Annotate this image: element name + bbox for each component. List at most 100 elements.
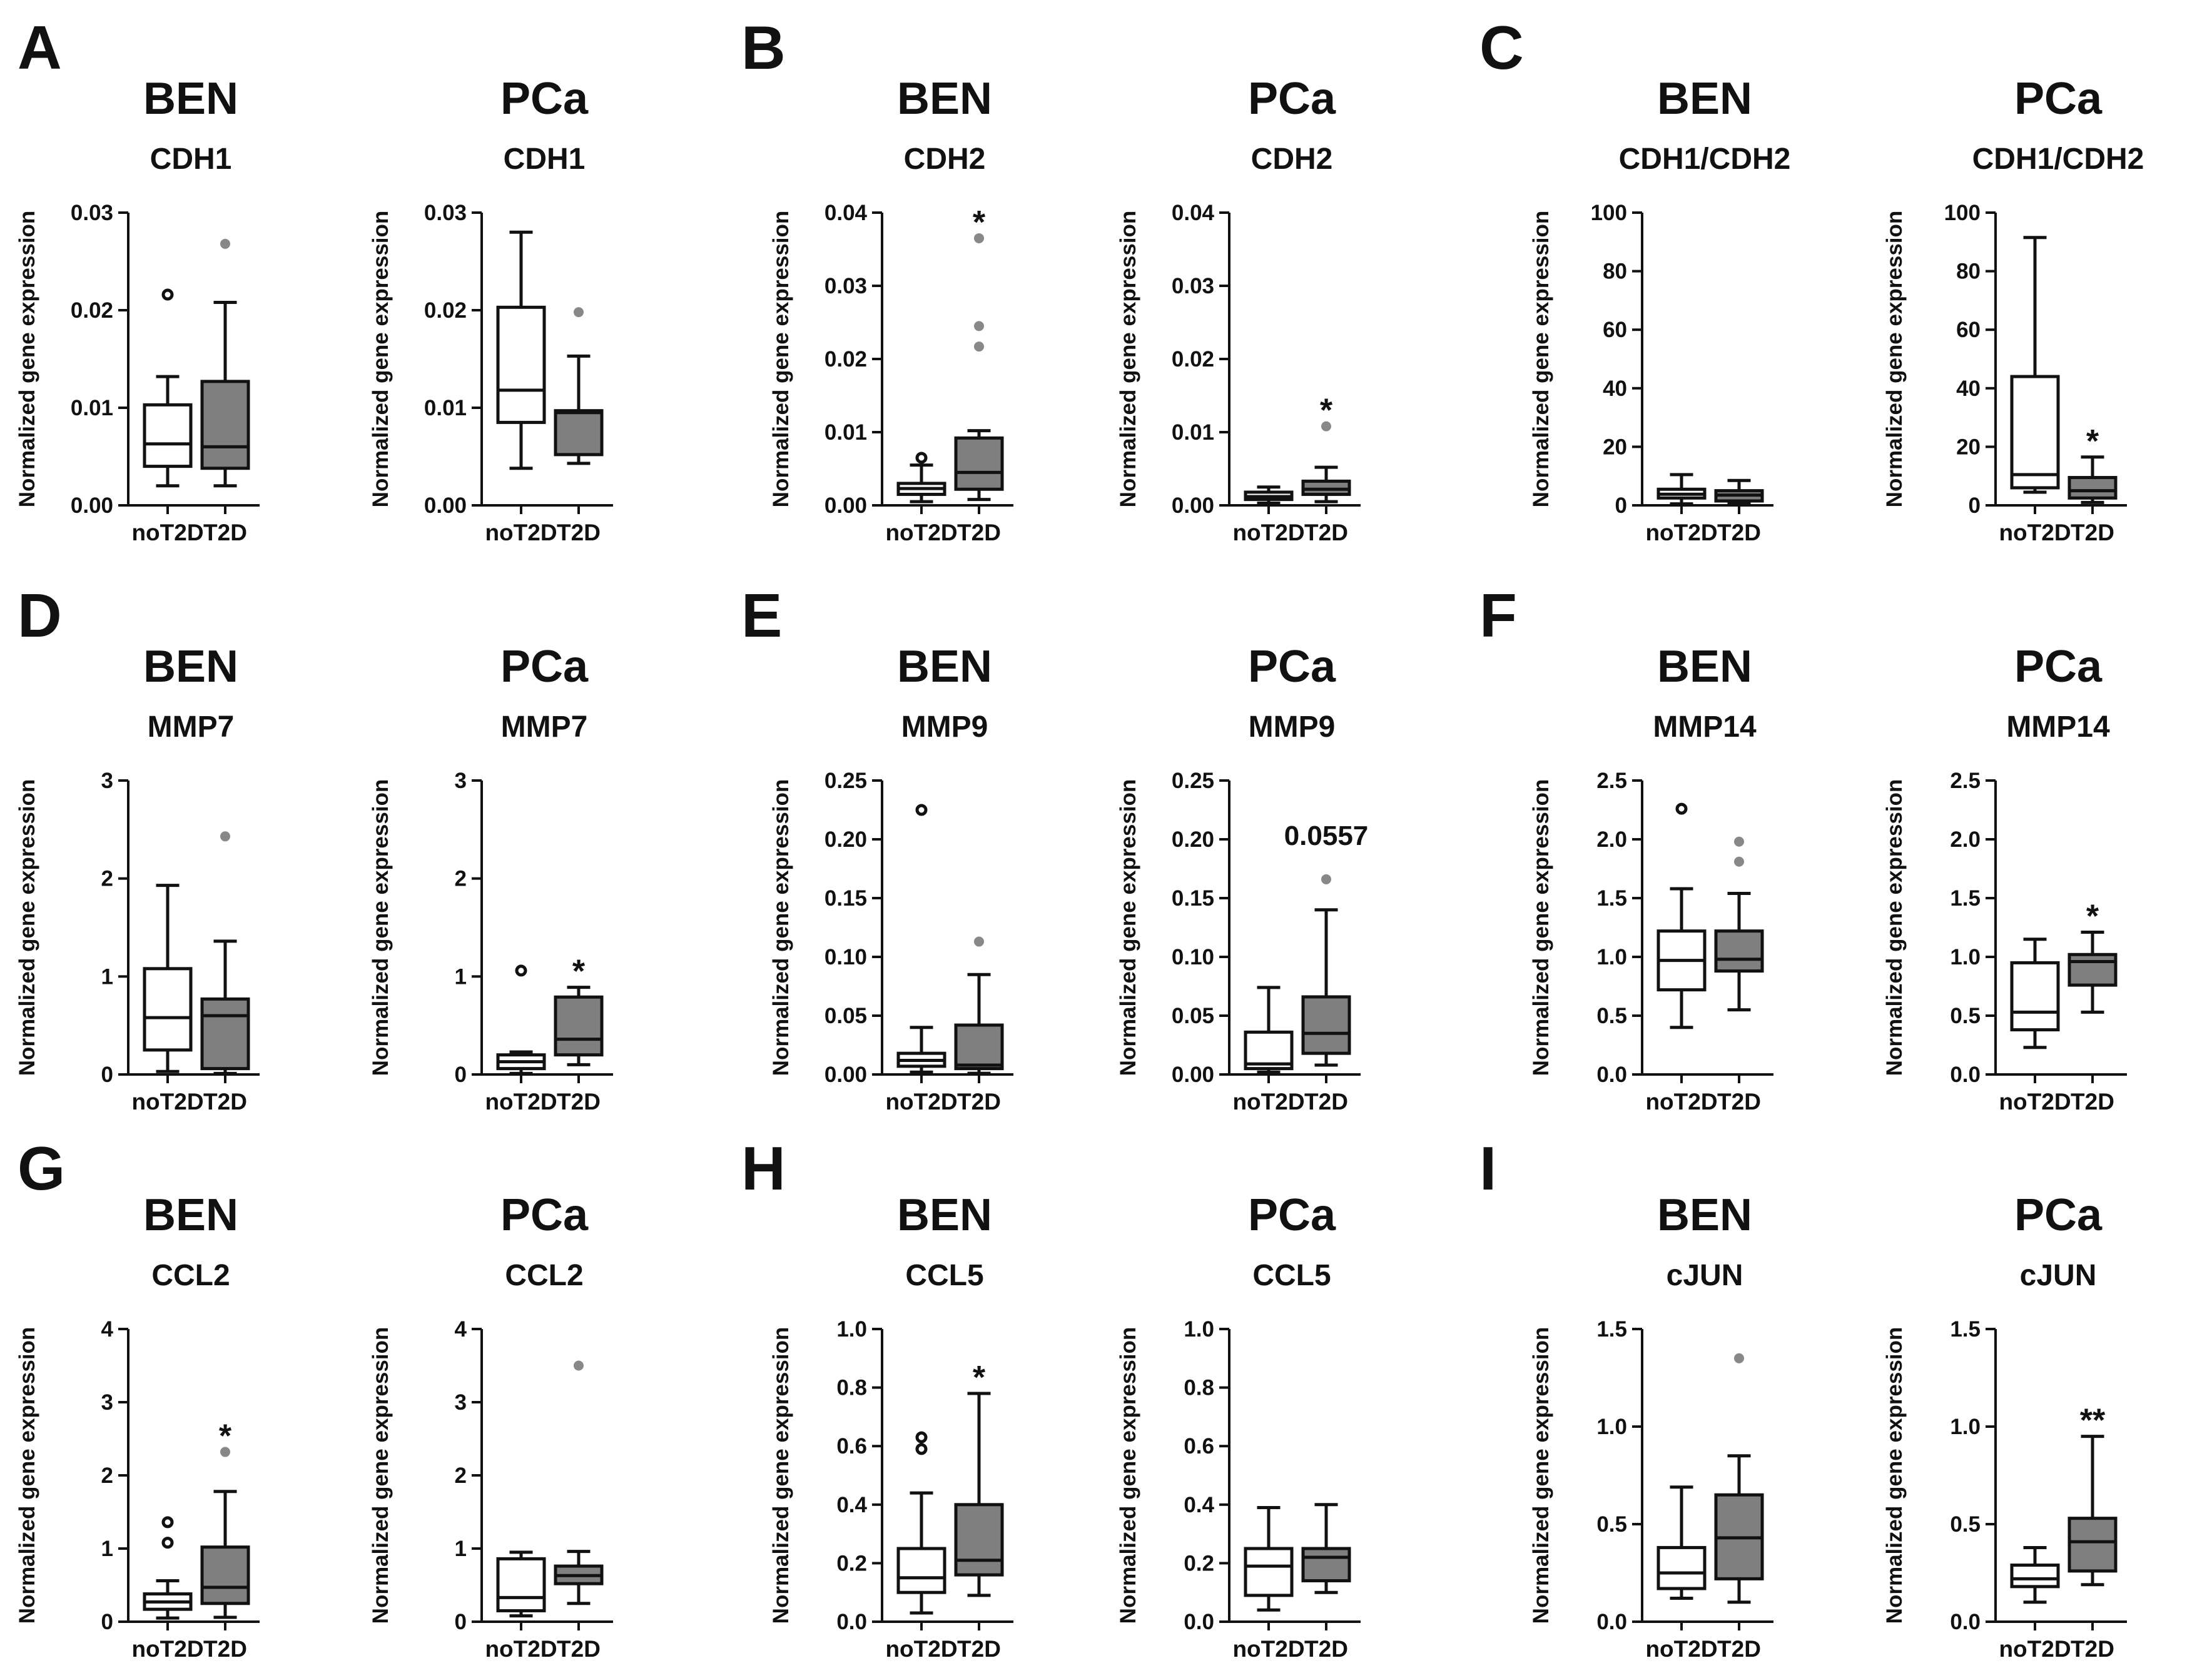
y-tick-label: 0.00 [1172,493,1214,518]
category-label: noT2D [1232,1636,1304,1662]
y-tick-label: 80 [1603,260,1627,284]
y-tick-label: 0.03 [824,274,867,298]
y-tick-label: 4 [101,1317,114,1342]
gene-title: MMP9 [901,710,988,744]
box-t2d: T2D [2067,1435,2118,1662]
y-tick-label: 0.04 [824,201,868,225]
y-axis-label: Normalized gene expression [1529,211,1553,508]
y-tick-label: 0.01 [1172,420,1214,445]
category-label: T2D [1717,1636,1761,1662]
gene-title: CCL5 [905,1259,983,1292]
category-label: T2D [1304,520,1348,545]
significance-label: * [2086,423,2099,460]
y-tick-label: 0.02 [1172,347,1214,372]
y-tick-label: 1.5 [1950,1317,1981,1342]
outlier-point [161,288,174,301]
group-title: PCa [2014,1190,2103,1240]
outlier-point [161,1537,174,1549]
y-tick-label: 0.0 [836,1610,867,1634]
box-not2d: noT2D [1999,1545,2071,1662]
box-not2d: noT2D [1232,986,1305,1115]
box-t2d: T2D [2067,455,2118,545]
y-tick-label: 100 [1591,201,1627,225]
y-tick-label: 0 [101,1063,113,1087]
significance-label: * [219,1418,232,1455]
plot-ben-cjun: BEN cJUN 0.0 0.5 1.0 1.5 Normalized gene expre… [1529,1190,1773,1662]
y-axis-label: Normalized gene expression [368,1327,393,1624]
plot-pca-cdh2: PCa CDH2 0.00 0.01 0.02 0.03 0.04 Normalized ge… [1116,74,1361,545]
box-iqr [200,997,250,1071]
category-label: T2D [557,520,601,545]
box-not2d: noT2D [1645,802,1718,1115]
box-t2d: T2D [1301,421,1351,545]
y-tick-label: 0.03 [71,201,113,225]
box-t2d: T2D [554,1360,604,1662]
y-tick-label: 0.0 [1184,1610,1214,1634]
y-tick-label: 3 [101,1390,113,1415]
significance-label: * [973,205,986,241]
gene-title: CDH1 [504,143,586,176]
y-tick-label: 2 [455,1463,467,1488]
y-tick-label: 0.0 [1596,1610,1627,1634]
y-tick-label: 2.5 [1596,769,1627,793]
y-tick-label: 0.0 [1596,1063,1627,1087]
y-tick-label: 1 [101,964,113,989]
plot-pca-cdh1-cdh2: PCa CDH1/CDH2 0 20 40 60 80 100 Normalized gene … [1882,74,2144,545]
y-tick-label: 60 [1603,318,1627,342]
outlier-point [915,1443,928,1455]
group-title: BEN [143,642,238,692]
y-tick-label: 0 [455,1063,467,1087]
outlier-point [1675,802,1688,815]
group-title: BEN [897,74,992,124]
y-tick-label: 0.0 [1950,1063,1981,1087]
y-tick-label: 0 [101,1610,113,1634]
box-iqr [200,1545,250,1605]
y-tick-label: 0.20 [1172,827,1214,852]
box-t2d: T2D [200,238,250,545]
box-iqr [2067,476,2118,500]
category-label: T2D [957,1636,1001,1662]
category-label: T2D [203,1089,247,1115]
y-tick-label: 0.0 [1950,1610,1981,1634]
outlier-point [574,307,584,318]
group-title: BEN [1657,1190,1752,1240]
plot-ben-ccl5: BEN CCL5 0.0 0.2 0.4 0.6 0.8 1.0 Normalized gene… [769,1190,1013,1662]
y-tick-label: 0.4 [1184,1493,1214,1517]
category-label: T2D [203,1636,247,1662]
box-iqr [143,967,193,1052]
category-label: noT2D [485,1636,557,1662]
gene-title: CCL2 [505,1259,583,1292]
box-iqr [554,409,604,457]
y-tick-label: 0.05 [1172,1004,1214,1028]
box-iqr [2010,961,2060,1032]
box-iqr [143,403,193,468]
plot-pca-mmp9: PCa MMP9 0.00 0.05 0.10 0.15 0.20 0.25 Normalize… [1116,642,1368,1115]
category-label: T2D [203,520,247,545]
y-tick-label: 0.00 [824,493,867,518]
y-axis-label: Normalized gene expression [769,779,793,1076]
gene-title: CCL2 [151,1259,230,1292]
box-not2d: noT2D [485,964,557,1115]
group-title: BEN [1657,642,1752,692]
category-label: noT2D [1232,520,1304,545]
y-tick-label: 0.00 [71,493,113,518]
gene-title: CCL5 [1252,1259,1331,1292]
outlier-point [1734,856,1744,867]
category-label: noT2D [1645,1636,1717,1662]
y-axis-label: Normalized gene expression [1529,1327,1553,1624]
y-tick-label: 1.0 [1950,1415,1981,1439]
outlier-point [1321,874,1331,884]
category-label: noT2D [1232,1089,1304,1115]
box-iqr [954,1503,1004,1577]
y-tick-label: 0.8 [836,1376,867,1400]
outlier-point [1734,1353,1744,1363]
box-iqr [2067,953,2118,987]
box-t2d: T2D [554,986,604,1115]
category-label: noT2D [1645,520,1717,545]
box-not2d: noT2D [485,230,557,545]
box-not2d: noT2D [1999,236,2071,545]
y-tick-label: 0.01 [424,396,467,420]
gene-title: CDH1/CDH2 [1972,143,2144,176]
gene-title: CDH1 [150,143,232,176]
y-tick-label: 80 [1956,260,1981,284]
